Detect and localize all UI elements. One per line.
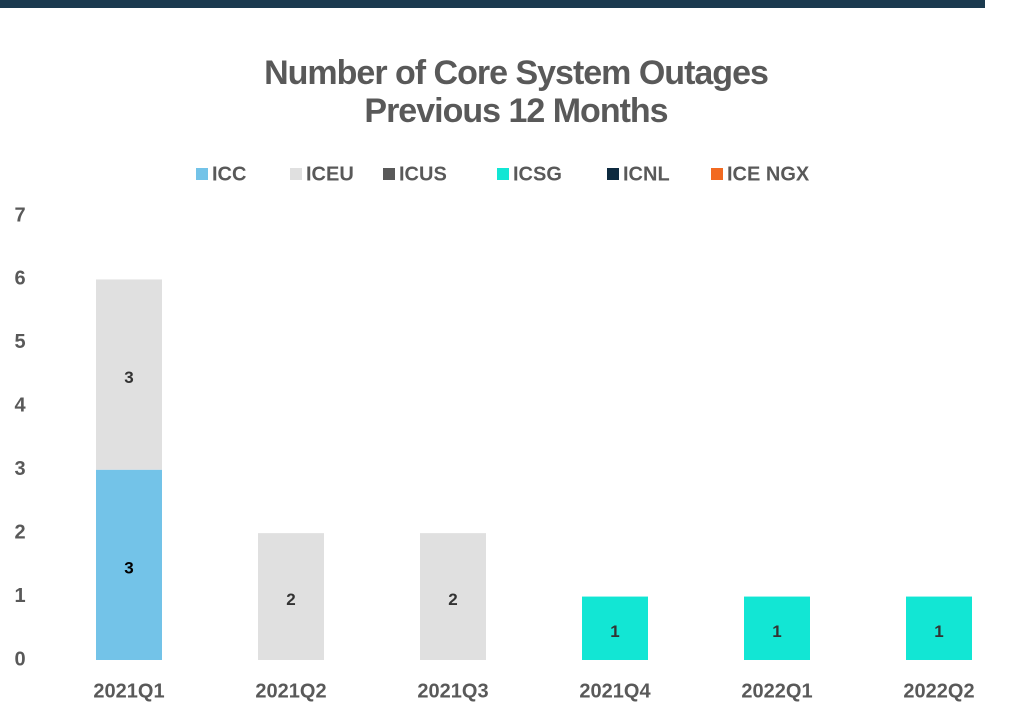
x-tick-label: 2021Q2 (255, 680, 326, 702)
legend-swatch (711, 168, 723, 180)
legend-label: ICEU (306, 163, 354, 185)
legend-swatch (607, 168, 619, 180)
bar-segment (420, 533, 486, 660)
x-tick-label: 2022Q1 (741, 680, 812, 702)
chart-title: Previous 12 Months (364, 92, 667, 130)
legend-swatch (497, 168, 509, 180)
data-label: 1 (934, 622, 943, 641)
data-label: 2 (286, 590, 295, 609)
bar-segment (258, 533, 324, 660)
y-tick-label: 3 (14, 458, 25, 480)
data-label: 3 (124, 368, 133, 387)
y-tick-label: 7 (14, 204, 25, 226)
bar-segment (96, 469, 162, 660)
header-bar (0, 0, 985, 8)
x-tick-label: 2022Q2 (903, 680, 974, 702)
x-tick-label: 2021Q1 (93, 680, 164, 702)
y-tick-label: 4 (14, 395, 26, 417)
x-tick-label: 2021Q3 (417, 680, 488, 702)
bar-segment (906, 596, 972, 660)
legend-label: ICC (212, 163, 246, 185)
legend-swatch (290, 168, 302, 180)
legend-swatch (196, 168, 208, 180)
legend-label: ICE NGX (727, 163, 810, 185)
data-label: 1 (610, 622, 619, 641)
data-label: 1 (772, 622, 781, 641)
bar-segment (744, 596, 810, 660)
legend-label: ICSG (513, 163, 562, 185)
x-tick-label: 2021Q4 (579, 680, 651, 702)
chart-title: Number of Core System Outages (264, 54, 768, 92)
data-label: 2 (448, 590, 457, 609)
bar-segment (582, 596, 648, 660)
bar-segment (96, 279, 162, 470)
legend-swatch (383, 168, 395, 180)
y-tick-label: 1 (14, 585, 25, 607)
legend-label: ICUS (399, 163, 447, 185)
y-tick-label: 6 (14, 268, 25, 290)
data-label: 3 (124, 558, 133, 577)
y-tick-label: 2 (14, 521, 25, 543)
y-tick-label: 0 (14, 648, 25, 670)
legend-label: ICNL (623, 163, 670, 185)
y-tick-label: 5 (14, 331, 25, 353)
